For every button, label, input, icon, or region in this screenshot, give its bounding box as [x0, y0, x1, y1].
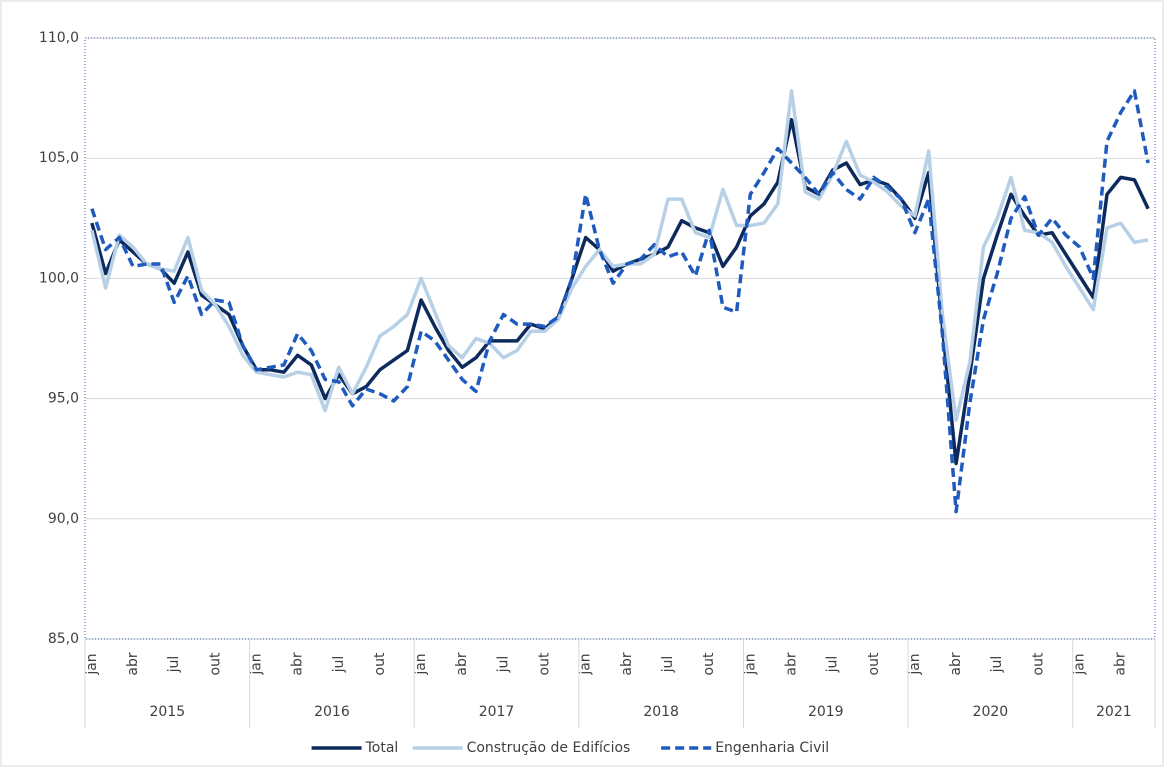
- year-label: 2019: [808, 704, 844, 720]
- x-tick-label: out: [866, 652, 882, 675]
- x-tick-label: jan: [907, 653, 923, 675]
- x-tick-label: jan: [578, 653, 594, 675]
- x-tick-label: out: [701, 652, 717, 675]
- x-tick-label: jul: [331, 656, 347, 674]
- year-label: 2015: [149, 704, 185, 720]
- x-tick-label: abr: [783, 652, 799, 675]
- series-line: [90, 117, 1150, 466]
- y-tick-label: 110,0: [39, 30, 79, 46]
- year-label: 2021: [1096, 704, 1132, 720]
- x-tick-label: jul: [166, 656, 182, 674]
- x-tick-label: out: [372, 652, 388, 675]
- x-tick-label: jul: [495, 656, 511, 674]
- year-label: 2020: [973, 704, 1009, 720]
- legend-label: Engenharia Civil: [715, 740, 829, 756]
- series-line: [90, 89, 1150, 514]
- x-tick-label: jan: [413, 653, 429, 675]
- x-tick-label: abr: [619, 652, 635, 675]
- x-tick-label: abr: [290, 652, 306, 675]
- x-tick-label: jan: [248, 653, 264, 675]
- x-tick-label: out: [1030, 652, 1046, 675]
- y-tick-label: 100,0: [39, 270, 79, 286]
- y-tick-label: 85,0: [48, 631, 79, 647]
- legend-label: Total: [365, 740, 399, 756]
- x-tick-label: jan: [84, 653, 100, 675]
- y-tick-label: 95,0: [48, 391, 79, 407]
- year-label: 2016: [314, 704, 350, 720]
- y-tick-label: 90,0: [48, 511, 79, 527]
- x-tick-label: abr: [454, 652, 470, 675]
- year-label: 2017: [479, 704, 515, 720]
- year-label: 2018: [643, 704, 679, 720]
- x-tick-label: jul: [660, 656, 676, 674]
- plot-border: [84, 37, 1156, 640]
- x-tick-label: jul: [989, 656, 1005, 674]
- x-tick-label: out: [207, 652, 223, 675]
- series-line: [90, 89, 1149, 422]
- x-tick-label: jan: [1072, 653, 1088, 675]
- x-tick-label: abr: [125, 652, 141, 675]
- x-tick-label: jul: [825, 656, 841, 674]
- x-tick-label: out: [537, 652, 553, 675]
- y-tick-label: 105,0: [39, 150, 79, 166]
- x-tick-label: abr: [948, 652, 964, 675]
- x-tick-label: abr: [1113, 652, 1129, 675]
- x-tick-label: jan: [742, 653, 758, 675]
- legend-label: Construção de Edifícios: [467, 740, 631, 756]
